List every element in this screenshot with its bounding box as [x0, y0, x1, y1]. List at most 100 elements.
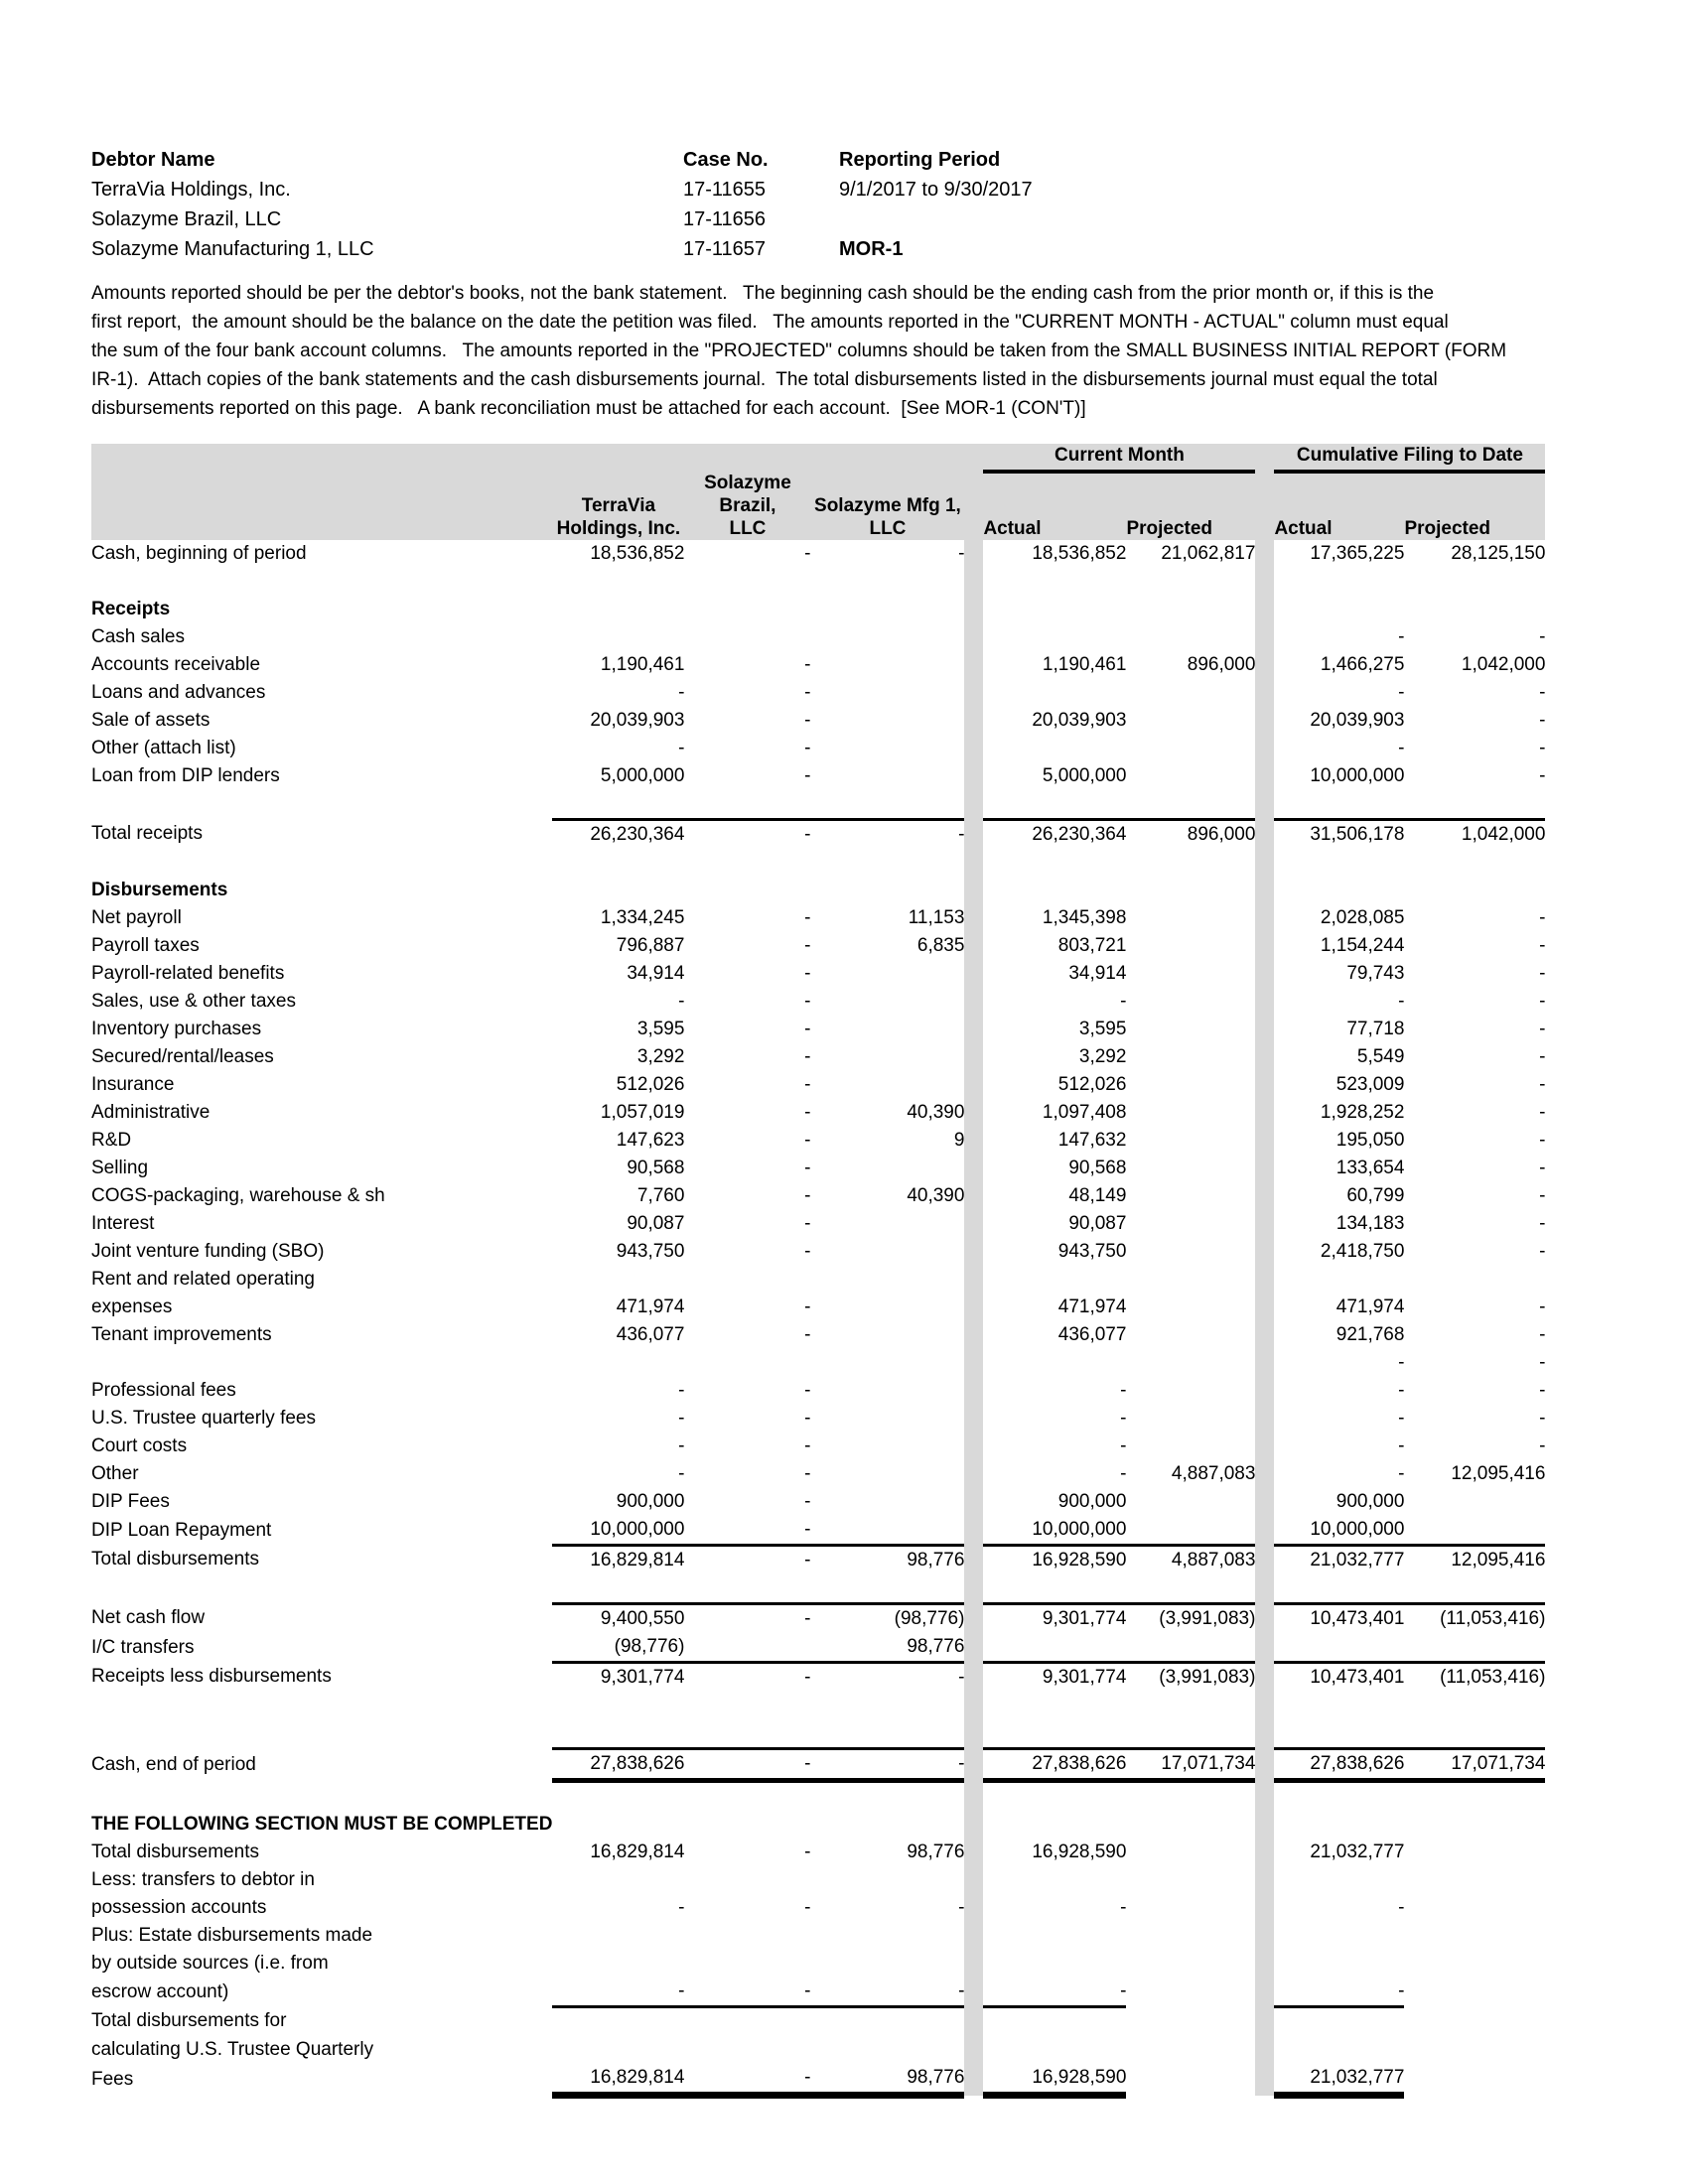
cell: -: [678, 1463, 685, 1484]
cell: -: [684, 1747, 811, 1783]
table-row: calculating U.S. Trustee Quarterly: [91, 2036, 1545, 2064]
row-label: Other (attach list): [91, 738, 236, 758]
cell: -: [804, 1158, 811, 1178]
reporting-period-value: 9/1/2017 to 9/30/2017: [839, 179, 1033, 201]
header-blank: [91, 444, 965, 472]
cell: -: [804, 935, 811, 956]
cell: -: [1274, 1978, 1405, 2008]
cell: 1,928,252: [1320, 1102, 1405, 1123]
column-separator: [1255, 1127, 1275, 1155]
column-separator: [1255, 877, 1275, 904]
column-separator: [964, 2036, 984, 2064]
cell: -: [1398, 1435, 1405, 1456]
cell: [810, 762, 964, 790]
case-no-label: Case No.: [683, 149, 769, 171]
column-separator: [964, 679, 984, 707]
column-separator: [964, 1405, 984, 1433]
cell: [1404, 596, 1545, 623]
column-separator: [964, 1043, 984, 1071]
column-separator: [964, 1780, 984, 1811]
cell: [1126, 877, 1255, 904]
cell: [552, 1692, 684, 1719]
cell: 512,026: [616, 1074, 685, 1095]
table-row: expenses 471,974 - 471,974 471,974 -: [91, 1294, 1545, 1321]
row-label: Selling: [91, 1158, 149, 1178]
cell: [1126, 1781, 1255, 1812]
table-row: [91, 1574, 1545, 1604]
cell: [983, 1719, 1126, 1749]
cell: 90,568: [627, 1158, 685, 1178]
table-row: I/C transfers (98,776) 98,776: [91, 1633, 1545, 1663]
cell: [1404, 1719, 1545, 1749]
cell: [1126, 1922, 1255, 1950]
cell: [1404, 1692, 1545, 1719]
cell: 98,776: [810, 2064, 965, 2099]
cell: [1274, 1950, 1404, 1978]
cell: [1274, 596, 1404, 623]
row-label: [91, 568, 552, 596]
column-separator: [1255, 904, 1275, 932]
table-row: Inventory purchases 3,595 - 3,595 77,718 -: [91, 1016, 1545, 1043]
row-label: Insurance: [91, 1074, 175, 1095]
cell: [810, 1781, 964, 1812]
case-no-3: 17-11657: [683, 238, 767, 260]
cell: [1126, 1633, 1255, 1663]
table-row: Payroll-related benefits 34,914 - 34,914 79,…: [91, 960, 1545, 988]
row-label: Cash sales: [91, 626, 185, 647]
cell: [810, 1460, 964, 1488]
cell: 20,039,903: [1032, 710, 1127, 731]
table-row: Total receipts 26,230,364- -26,230,364 896,…: [91, 818, 1546, 849]
cell: [1126, 1182, 1255, 1210]
column-separator: [1255, 735, 1275, 762]
cell: 943,750: [616, 1241, 685, 1262]
row-label: Disbursements: [91, 880, 228, 900]
cell: [1126, 790, 1255, 820]
cell: [1126, 960, 1255, 988]
cell: 79,743: [1346, 963, 1405, 984]
cell: 9,301,774: [552, 1661, 685, 1692]
cell: -: [1539, 1213, 1546, 1234]
cell: [810, 1405, 964, 1433]
cell: 12,095,416: [1451, 1463, 1546, 1484]
row-label: Net cash flow: [91, 1607, 206, 1629]
cell: -: [804, 654, 811, 675]
cell: [552, 1811, 684, 1839]
cell: -: [804, 1046, 811, 1067]
cell: -: [804, 1519, 811, 1540]
column-separator: [964, 735, 984, 762]
cell: 1,154,244: [1320, 935, 1405, 956]
cell: 6,835: [916, 935, 965, 956]
cell: [810, 1266, 964, 1294]
cell: 900,000: [1057, 1491, 1127, 1512]
cell: [1274, 1922, 1404, 1950]
table-row: Insurance 512,026 - 512,026 523,009 -: [91, 1071, 1545, 1099]
reporting-period-label: Reporting Period: [839, 149, 1001, 171]
cell: [983, 1922, 1126, 1950]
row-label: Payroll-related benefits: [91, 963, 285, 984]
cell: 1,190,461: [600, 654, 685, 675]
cell: [810, 596, 964, 623]
cell: -: [1539, 682, 1546, 703]
cell: [810, 1377, 964, 1405]
table-row: possession accounts - - - - -: [91, 1894, 1545, 1922]
cell: [684, 849, 810, 877]
column-separator: [964, 1016, 984, 1043]
table-row: Receipts less disbursements 9,301,774- -9,…: [91, 1661, 1546, 1692]
column-separator: [964, 790, 984, 820]
column-separator: [1255, 1516, 1275, 1546]
cell: (11,053,416): [1404, 1661, 1546, 1692]
label-column-header: [91, 472, 553, 540]
cell: [684, 2036, 810, 2064]
column-separator: [1255, 1155, 1275, 1182]
column-separator: [964, 707, 984, 735]
column-separator: [1255, 1405, 1275, 1433]
cell: [810, 1516, 964, 1546]
cell: [1126, 1321, 1255, 1349]
cell: [810, 1866, 964, 1894]
cell: [1126, 2007, 1255, 2037]
cell: 10,000,000: [1032, 1519, 1127, 1540]
cell: [1404, 1950, 1545, 1978]
cell: -: [804, 710, 811, 731]
cell: -: [1539, 738, 1546, 758]
cell: -: [1539, 710, 1546, 731]
